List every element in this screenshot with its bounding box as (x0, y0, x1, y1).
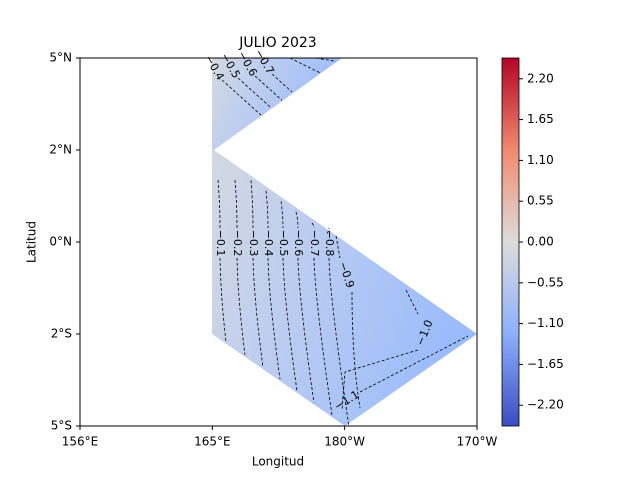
contour-line (271, 73, 293, 93)
colorbar-tick-label: −1.10 (527, 316, 564, 330)
y-tick-label: 5°S (51, 419, 72, 433)
colorbar-tick-label: 1.65 (527, 112, 554, 126)
contour-label: −0.6 (292, 230, 305, 257)
contour-line (221, 79, 262, 116)
field-fill (212, 150, 477, 426)
contour-line (335, 235, 361, 409)
contour-line (254, 75, 283, 101)
contour-line (237, 77, 272, 108)
field-fill (212, 58, 342, 150)
y-axis-label: Latitud (25, 221, 39, 263)
colorbar-tick-label: 2.20 (527, 71, 554, 85)
contour-label: −0.8 (323, 230, 336, 257)
contour-line (250, 180, 264, 368)
y-tick-label: 2°S (51, 327, 72, 341)
x-tick-label: 180°W (324, 435, 365, 449)
colorbar-tick-label: −0.55 (527, 275, 564, 289)
y-tick-label: 2°N (49, 143, 72, 157)
contour-label: −0.2 (231, 230, 244, 257)
y-tick-label: 0°N (49, 235, 72, 249)
contour-line (315, 57, 337, 62)
contour-label: −0.7 (308, 230, 321, 257)
y-tick-label: 5°N (49, 51, 72, 65)
colorbar-tick-label: 1.10 (527, 153, 554, 167)
contour-line (359, 335, 469, 393)
x-axis-label: Longitud (252, 455, 304, 469)
colorbar-tick-label: −1.65 (527, 357, 564, 371)
contour-line (311, 222, 333, 416)
colorbar (501, 57, 520, 427)
x-tick-label: 170°W (457, 435, 498, 449)
contour-line (295, 211, 315, 403)
contour-line (280, 201, 298, 391)
contour-line (265, 190, 281, 380)
x-tick-label: 156°E (62, 435, 99, 449)
contour-line (289, 57, 321, 74)
contour-line (326, 227, 350, 427)
colorbar-tick-label: −2.20 (527, 398, 564, 412)
chart-title: JULIO 2023 (238, 35, 316, 51)
field (212, 58, 477, 426)
contour-label: −0.1 (214, 230, 227, 257)
contour-label: −0.3 (247, 230, 260, 257)
contour-label: −0.4 (262, 230, 275, 257)
colorbar-tick-label: 0.55 (527, 194, 554, 208)
contour-line (341, 289, 419, 411)
contour-label: −0.5 (277, 230, 290, 257)
colorbar-tick-label: 0.00 (527, 235, 554, 249)
contour-line (234, 179, 246, 355)
x-tick-label: 165°E (194, 435, 231, 449)
contour-line (217, 179, 227, 342)
